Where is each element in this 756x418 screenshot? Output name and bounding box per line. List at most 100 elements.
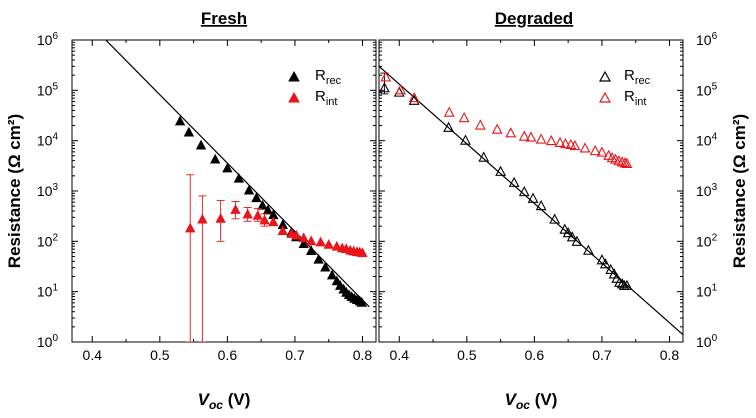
data-point-int-degraded [619,157,631,168]
data-point-int-fresh [315,236,326,247]
data-point-rec-fresh [298,238,309,249]
panel-title-degraded: Degraded [495,9,573,28]
data-point-int-fresh [215,212,226,223]
y-tick-base: 10 [696,233,712,249]
y-tick-label-left: 106 [37,31,59,48]
data-point-rec-degraded [478,151,490,162]
y-tick-base: 10 [37,82,53,98]
x-tick-label-degraded: 0.5 [457,347,477,363]
y-tick-label-left: 100 [37,333,59,350]
data-point-rec-degraded [460,134,471,145]
x-tick-label-degraded: 0.8 [660,347,680,363]
legend-fresh: Rrec Rint [288,67,342,108]
data-point-rec-fresh [356,296,367,307]
data-point-rec-fresh [195,139,207,150]
data-point-rec-degraded [562,227,574,238]
data-point-rec-fresh [222,162,233,173]
legend-label-int-fresh: Rint [315,88,337,108]
x-tick-label-fresh: 0.8 [353,347,373,363]
y-tick-exponent: 2 [52,232,58,243]
y-tick-base: 10 [37,233,53,249]
data-point-rec-degraded [583,244,594,255]
y-tick-base: 10 [37,133,53,149]
x-tick-label-degraded: 0.4 [390,347,410,363]
legend-degraded: Rrec Rint [598,67,651,108]
y-axis-title-right: Resistance (Ω cm²) [730,114,749,268]
y-axis-title-left: Resistance (Ω cm²) [5,114,24,268]
data-point-int-degraded [596,146,608,157]
legend-marker-int-degraded [598,91,612,103]
data-point-rec-fresh [243,184,255,195]
plot-area-degraded [379,65,683,336]
y-tick-exponent: 6 [712,31,718,42]
data-point-int-fresh [277,225,288,235]
data-point-rec-degraded [495,165,507,176]
data-point-rec-degraded [549,213,561,224]
y-tick-label-right: 100 [696,333,718,350]
data-point-int-degraded [616,156,628,167]
y-tick-label-right: 104 [696,132,718,149]
data-point-int-degraded [505,127,517,138]
y-tick-label-left: 102 [37,232,59,249]
data-point-int-degraded [408,91,420,103]
data-point-int-degraded [474,119,486,130]
data-point-int-degraded [560,138,571,149]
data-point-rec-degraded [614,276,625,287]
y-tick-base: 10 [37,183,53,199]
y-tick-exponent: 1 [52,283,58,294]
y-tick-base: 10 [696,183,712,199]
y-tick-label-right: 105 [696,81,718,98]
data-point-int-fresh [357,247,368,258]
data-point-int-fresh [268,216,279,227]
y-tick-exponent: 4 [712,132,718,143]
data-point-rec-fresh [326,269,338,280]
y-tick-base: 10 [696,284,712,300]
data-point-int-fresh [230,204,241,214]
data-point-rec-degraded [408,94,420,105]
legend-marker-rec-fresh [288,70,300,82]
data-point-int-fresh [252,210,263,220]
data-point-rec-fresh [257,199,268,210]
legend-label-int-degraded: Rint [624,88,646,108]
y-tick-base: 10 [37,32,53,48]
legend-label-rec-fresh: Rrec [315,67,342,87]
y-tick-exponent: 5 [52,81,58,92]
data-point-int-degraded [545,134,557,146]
data-point-int-degraded [554,136,566,148]
data-point-int-fresh [323,239,334,249]
data-point-rec-fresh [305,245,317,255]
x-axis-title-degraded: Voc (V) [505,390,558,412]
data-point-rec-degraded [379,82,390,93]
x-axis-title-fresh: Voc (V) [198,390,251,412]
y-tick-label-right: 103 [696,182,718,199]
y-tick-base: 10 [696,133,712,149]
x-tick-label-fresh: 0.7 [285,347,305,363]
data-point-int-degraded [458,111,470,123]
data-point-rec-degraded [621,279,633,290]
y-tick-label-left: 104 [37,132,59,149]
y-tick-base: 10 [696,82,712,98]
data-point-int-fresh [331,240,342,251]
data-point-rec-degraded [518,185,530,197]
data-point-rec-degraded [605,263,617,275]
data-point-rec-fresh [313,253,324,264]
data-point-rec-fresh [320,261,331,272]
data-point-rec-degraded [535,199,547,211]
y-tick-exponent: 6 [52,31,58,42]
y-tick-label-left: 103 [37,182,59,199]
x-tick-label-degraded: 0.7 [592,347,612,363]
y-tick-exponent: 5 [712,81,718,92]
x-tick-label-fresh: 0.5 [150,347,170,363]
y-tick-base: 10 [37,334,53,350]
data-point-int-fresh [305,235,317,246]
fit-line-degraded [379,65,683,336]
y-tick-exponent: 1 [712,283,718,294]
data-point-int-fresh [259,214,270,225]
data-point-int-degraded [525,131,537,142]
legend-marker-rec-degraded [598,70,612,82]
panel-title-fresh: Fresh [201,9,247,28]
data-point-rec-fresh [183,126,195,137]
data-point-rec-fresh [233,172,245,183]
data-point-int-degraded [569,139,581,151]
data-point-int-fresh [291,229,302,240]
